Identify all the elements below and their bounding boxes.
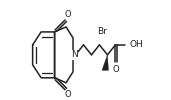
Text: Br: Br [97, 27, 107, 36]
Text: N: N [71, 50, 77, 59]
Text: O: O [65, 10, 71, 19]
Text: O: O [65, 90, 71, 99]
Text: O: O [113, 65, 119, 74]
Text: OH: OH [130, 40, 144, 49]
Polygon shape [102, 55, 108, 70]
